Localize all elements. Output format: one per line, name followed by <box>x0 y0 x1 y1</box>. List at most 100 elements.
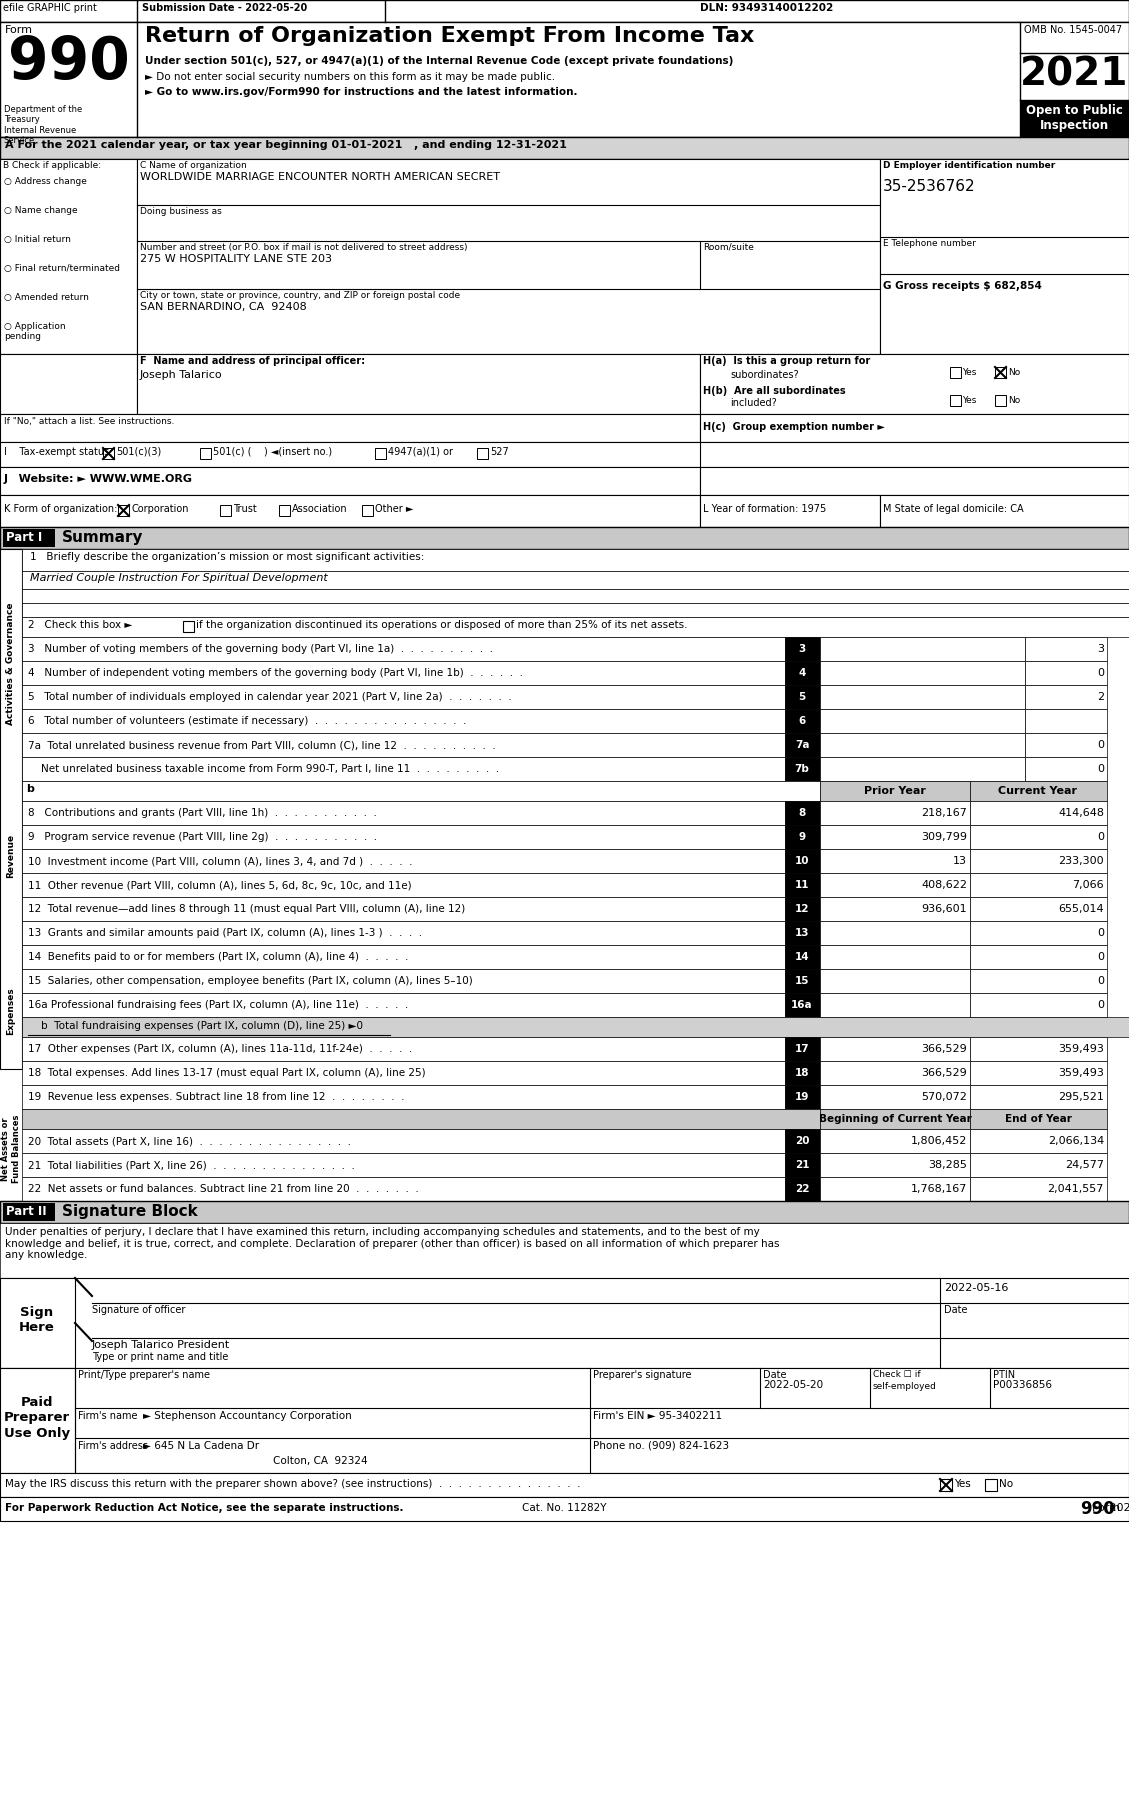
Text: Phone no. (909) 824-1623: Phone no. (909) 824-1623 <box>593 1440 729 1451</box>
Bar <box>785 992 820 1018</box>
Bar <box>1025 733 1108 756</box>
Text: Net unrelated business taxable income from Form 990-T, Part I, line 11  .  .  . : Net unrelated business taxable income fr… <box>28 764 499 775</box>
Bar <box>0 1201 1129 1223</box>
Text: 8: 8 <box>798 807 806 818</box>
Bar <box>820 1154 970 1177</box>
Text: 570,072: 570,072 <box>921 1092 968 1101</box>
Bar <box>820 802 970 825</box>
Text: 366,529: 366,529 <box>921 1068 968 1078</box>
Bar <box>21 896 785 922</box>
Text: 990: 990 <box>8 34 130 91</box>
Bar <box>820 969 970 992</box>
Bar <box>700 414 1129 443</box>
Text: 11  Other revenue (Part VIII, column (A), lines 5, 6d, 8c, 9c, 10c, and 11e): 11 Other revenue (Part VIII, column (A),… <box>28 880 412 891</box>
Bar <box>21 1154 785 1177</box>
Bar <box>820 1177 970 1201</box>
Bar <box>21 602 1129 617</box>
Bar <box>970 1085 1108 1108</box>
Text: ○ Name change: ○ Name change <box>5 207 78 216</box>
Bar <box>949 395 961 406</box>
Text: 1,768,167: 1,768,167 <box>911 1185 968 1194</box>
Bar <box>1019 100 1129 138</box>
Bar <box>785 733 820 756</box>
Text: Date: Date <box>944 1304 968 1315</box>
Text: 527: 527 <box>490 446 509 457</box>
Text: 6   Total number of volunteers (estimate if necessary)  .  .  .  .  .  .  .  .  : 6 Total number of volunteers (estimate i… <box>28 717 466 726</box>
Text: Type or print name and title: Type or print name and title <box>91 1351 228 1362</box>
Text: Under section 501(c), 527, or 4947(a)(1) of the Internal Revenue Code (except pr: Under section 501(c), 527, or 4947(a)(1)… <box>145 56 734 65</box>
Text: 4: 4 <box>798 668 806 678</box>
Text: 408,622: 408,622 <box>921 880 968 891</box>
Text: Return of Organization Exempt From Income Tax: Return of Organization Exempt From Incom… <box>145 25 754 45</box>
Bar <box>21 617 1129 637</box>
Bar <box>785 1154 820 1177</box>
Bar <box>1025 756 1108 782</box>
Bar <box>820 896 970 922</box>
Bar <box>0 414 700 443</box>
Text: DLN: 93493140012202: DLN: 93493140012202 <box>700 4 833 13</box>
Text: 17  Other expenses (Part IX, column (A), lines 11a-11d, 11f-24e)  .  .  .  .  .: 17 Other expenses (Part IX, column (A), … <box>28 1045 412 1054</box>
Text: ► Go to www.irs.gov/Form990 for instructions and the latest information.: ► Go to www.irs.gov/Form990 for instruct… <box>145 87 578 96</box>
Text: Part II: Part II <box>6 1204 46 1217</box>
Text: Married Couple Instruction For Spiritual Development: Married Couple Instruction For Spiritual… <box>30 573 327 582</box>
Text: Part I: Part I <box>6 532 42 544</box>
Text: 21  Total liabilities (Part X, line 26)  .  .  .  .  .  .  .  .  .  .  .  .  .  : 21 Total liabilities (Part X, line 26) .… <box>28 1159 355 1170</box>
Bar <box>879 160 1129 354</box>
Bar <box>940 1478 952 1491</box>
Bar <box>785 896 820 922</box>
Text: B Check if applicable:: B Check if applicable: <box>3 161 102 171</box>
Text: Number and street (or P.O. box if mail is not delivered to street address): Number and street (or P.O. box if mail i… <box>140 243 467 252</box>
Bar <box>785 1061 820 1085</box>
Text: For Paperwork Reduction Act Notice, see the separate instructions.: For Paperwork Reduction Act Notice, see … <box>5 1504 403 1513</box>
Bar <box>785 922 820 945</box>
Text: 38,285: 38,285 <box>928 1159 968 1170</box>
Bar <box>0 138 1129 160</box>
Bar <box>820 637 1025 660</box>
Bar <box>21 969 785 992</box>
Bar <box>820 1038 970 1061</box>
Bar <box>21 660 785 686</box>
Text: No: No <box>1008 395 1021 405</box>
Text: 414,648: 414,648 <box>1058 807 1104 818</box>
Text: 20: 20 <box>795 1136 809 1146</box>
Bar <box>21 945 785 969</box>
Text: 0: 0 <box>1097 952 1104 961</box>
Text: Under penalties of perjury, I declare that I have examined this return, includin: Under penalties of perjury, I declare th… <box>5 1226 779 1261</box>
Bar <box>21 849 785 873</box>
Text: 233,300: 233,300 <box>1058 856 1104 865</box>
Text: H(c)  Group exemption number ►: H(c) Group exemption number ► <box>703 423 885 432</box>
Bar <box>21 709 785 733</box>
Bar <box>0 1473 1129 1497</box>
Text: 19  Revenue less expenses. Subtract line 18 from line 12  .  .  .  .  .  .  .  .: 19 Revenue less expenses. Subtract line … <box>28 1092 404 1101</box>
Bar <box>0 22 1129 138</box>
Text: 18  Total expenses. Add lines 13-17 (must equal Part IX, column (A), line 25): 18 Total expenses. Add lines 13-17 (must… <box>28 1068 426 1078</box>
Bar <box>785 1128 820 1154</box>
Bar <box>970 825 1108 849</box>
Text: 7a  Total unrelated business revenue from Part VIII, column (C), line 12  .  .  : 7a Total unrelated business revenue from… <box>28 740 496 749</box>
Bar <box>970 802 1108 825</box>
Bar <box>21 1108 820 1128</box>
Text: Summary: Summary <box>62 530 143 544</box>
Bar <box>984 1478 997 1491</box>
Text: I    Tax-exempt status:: I Tax-exempt status: <box>5 446 113 457</box>
Bar <box>970 782 1108 802</box>
Text: 936,601: 936,601 <box>921 903 968 914</box>
Bar <box>820 1061 970 1085</box>
Bar <box>785 945 820 969</box>
Bar <box>820 1108 970 1128</box>
Bar <box>362 504 373 515</box>
Text: 22: 22 <box>795 1185 809 1194</box>
Text: 359,493: 359,493 <box>1058 1045 1104 1054</box>
Text: self-employed: self-employed <box>873 1382 937 1391</box>
Text: C Name of organization: C Name of organization <box>140 161 247 171</box>
Text: End of Year: End of Year <box>1005 1114 1071 1125</box>
Text: ○ Amended return: ○ Amended return <box>5 294 89 301</box>
Text: Preparer's signature: Preparer's signature <box>593 1370 691 1380</box>
Bar <box>785 849 820 873</box>
Text: A For the 2021 calendar year, or tax year beginning 01-01-2021   , and ending 12: A For the 2021 calendar year, or tax yea… <box>5 140 567 151</box>
Bar <box>820 922 970 945</box>
Text: M State of legal domicile: CA: M State of legal domicile: CA <box>883 504 1024 513</box>
Bar <box>820 733 1025 756</box>
Text: Open to Public
Inspection: Open to Public Inspection <box>1025 103 1122 132</box>
Bar <box>279 504 290 515</box>
